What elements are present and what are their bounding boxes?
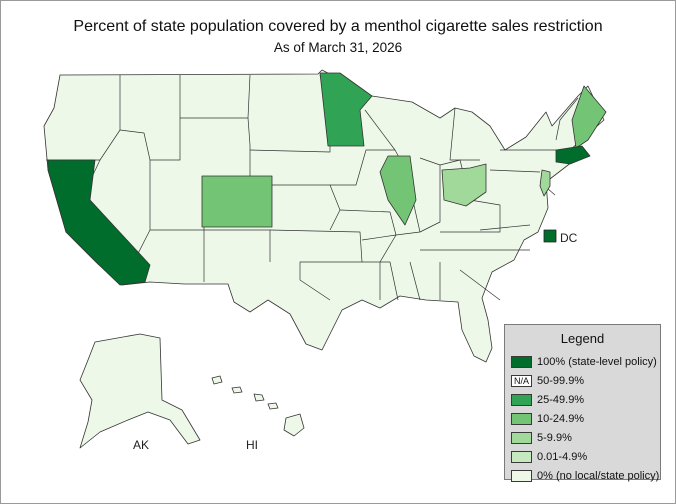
hi-label: HI — [246, 438, 258, 452]
legend-swatch — [511, 393, 532, 406]
legend-item: 25-49.9% — [505, 390, 660, 409]
state-minnesota — [319, 72, 373, 147]
legend-swatch — [511, 355, 532, 368]
legend-label: 5-9.9% — [537, 431, 572, 444]
legend-label: 10-24.9% — [537, 412, 585, 425]
state-alaska — [79, 333, 201, 449]
legend-swatch — [511, 431, 532, 444]
state-new-jersey — [539, 169, 551, 197]
legend-label: 25-49.9% — [537, 393, 585, 406]
state-colorado — [201, 175, 273, 228]
state-ohio — [441, 163, 487, 207]
legend-swatch: N/A — [511, 374, 532, 387]
legend-label: 0.01-4.9% — [537, 450, 588, 463]
state-massachusetts — [555, 145, 591, 165]
ak-label: AK — [133, 438, 150, 452]
state-maine — [571, 85, 607, 149]
legend-title: Legend — [560, 331, 605, 346]
legend: Legend 100% (state-level policy) N/A 50-… — [504, 324, 661, 482]
legend-label: 0% (no local/state policy) — [537, 469, 660, 482]
state-hawaii — [211, 375, 305, 437]
legend-item: 100% (state-level policy) — [505, 352, 660, 371]
map-subtitle: As of March 31, 2026 — [273, 40, 403, 55]
legend-item: 10-24.9% — [505, 409, 660, 428]
dc-label: DC — [560, 231, 578, 245]
dc-marker — [543, 229, 557, 243]
state-illinois — [379, 155, 417, 226]
legend-item: N/A 50-99.9% — [505, 371, 660, 390]
legend-label: 50-99.9% — [537, 374, 585, 387]
legend-item: 0% (no local/state policy) — [505, 466, 660, 485]
legend-item: 0.01-4.9% — [505, 447, 660, 466]
legend-swatch — [511, 469, 532, 482]
us-land — [43, 69, 605, 363]
legend-item: 5-9.9% — [505, 428, 660, 447]
map-title: Percent of state population covered by a… — [73, 18, 603, 35]
legend-swatch — [511, 412, 532, 425]
state-california — [47, 159, 151, 286]
legend-label: 100% (state-level policy) — [537, 355, 657, 368]
legend-swatch — [511, 450, 532, 463]
